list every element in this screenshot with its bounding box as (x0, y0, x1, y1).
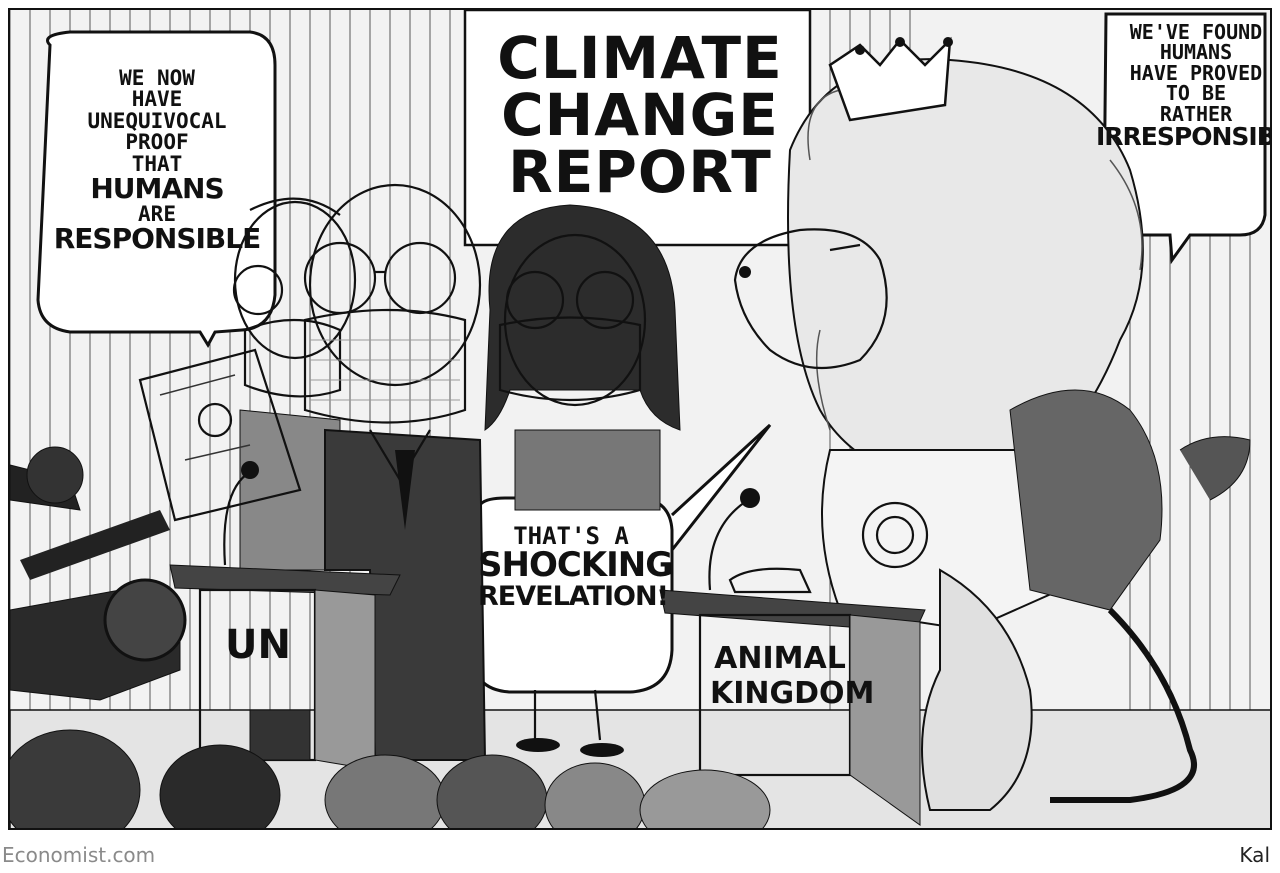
speech-bubble-woman (468, 423, 772, 694)
artist-signature: Kal (1239, 843, 1270, 867)
lion-king (733, 36, 1251, 811)
lion-line-2: HUMANS (1159, 40, 1233, 65)
un-line-1: WE NOW (119, 66, 195, 90)
podium-animal-kingdom (659, 488, 926, 826)
un-line-8: RESPONSIBLE (53, 221, 262, 255)
woman-spokesperson (484, 204, 681, 757)
speech-bubble-un (36, 30, 277, 349)
title-line-2: CHANGE (501, 80, 779, 149)
woman-line-2: SHOCKING (478, 545, 673, 586)
source-credit: Economist.com (2, 843, 156, 867)
report-title: CLIMATE CHANGE REPORT (480, 24, 800, 206)
lion-line-3: HAVE PROVED (1129, 60, 1263, 85)
animal-line-1: ANIMAL (714, 641, 846, 676)
un-line-3: UNEQUIVOCAL (87, 108, 227, 133)
cartoon-panel: CLIMATE CHANGE REPORT WE NOW HAVE UNEQUI… (8, 8, 1272, 830)
speech-text-un: WE NOW HAVE UNEQUIVOCAL PROOF THAT HUMAN… (52, 66, 262, 255)
lion-line-6: IRRESPONSIBLE (1096, 121, 1270, 151)
un-line-5: THAT (131, 151, 183, 176)
medallion-icon (861, 501, 929, 569)
cartoon-drawing (10, 10, 1270, 828)
report-document (138, 348, 302, 522)
press-microphones (10, 446, 311, 761)
animal-line-2: KINGDOM (710, 675, 875, 711)
podium-label-un: UN (225, 622, 291, 668)
woman-line-1: THAT'S A (513, 522, 629, 550)
audience-heads (10, 729, 771, 828)
lion-line-1: WE'VE FOUND (1129, 20, 1263, 44)
un-line-6: HUMANS (90, 172, 224, 206)
crown-icon (828, 36, 952, 122)
title-line-1: CLIMATE (497, 24, 783, 92)
un-line-2: HAVE (131, 87, 183, 112)
lion-line-5: RATHER (1159, 101, 1233, 126)
title-line-3: REPORT (508, 137, 772, 206)
speech-text-woman: THAT'S A SHOCKING REVELATION! (478, 522, 673, 613)
un-line-4: PROOF (125, 130, 189, 155)
un-official-front (303, 183, 487, 761)
un-official-back (232, 197, 357, 571)
speech-text-lion: WE'VE FOUND HUMANS HAVE PROVED TO BE RAT… (1096, 20, 1270, 151)
un-line-7: ARE (138, 201, 176, 226)
lion-line-4: TO BE (1165, 81, 1227, 106)
title-board (463, 10, 812, 247)
podium-label-animal-kingdom: ANIMAL KINGDOM (710, 641, 875, 711)
woman-line-3: REVELATION! (478, 581, 669, 613)
